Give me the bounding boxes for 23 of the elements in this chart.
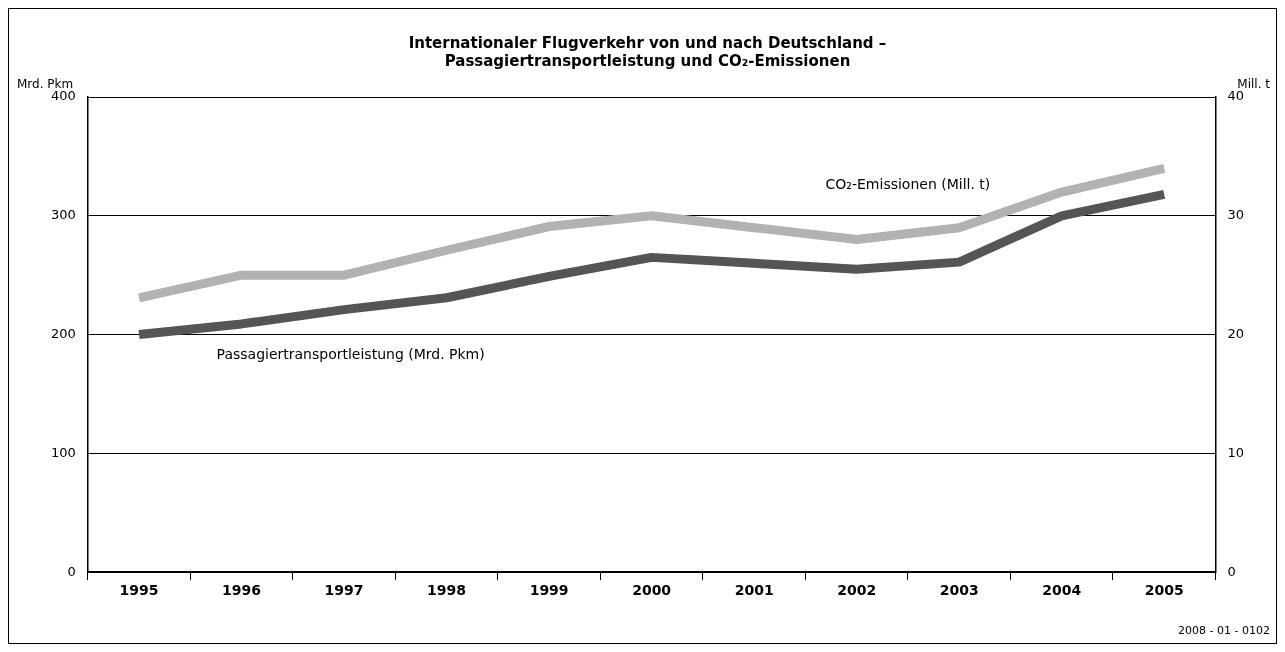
x-tick-label: 2004	[1042, 582, 1082, 599]
x-tick-label: 2001	[734, 582, 774, 599]
series-label: CO₂-Emissionen (Mill. t)	[825, 175, 991, 192]
x-tick-label: 2003	[939, 582, 979, 599]
y2-tick-label: 20	[1227, 325, 1244, 341]
y2-tick-label: 30	[1227, 207, 1244, 223]
x-tick-label: 2005	[1144, 582, 1184, 599]
x-tick-label: 2002	[837, 582, 877, 599]
x-tick-label: 2000	[632, 582, 672, 599]
y-tick-label: 100	[50, 444, 76, 460]
x-tick-label: 1998	[427, 582, 467, 599]
y2-tick-label: 10	[1227, 444, 1244, 460]
y-tick-label: 0	[67, 563, 76, 579]
x-tick-label: 1995	[119, 582, 159, 599]
y2-tick-label: 0	[1227, 563, 1236, 579]
x-tick-label: 1996	[222, 582, 262, 599]
x-tick-label: 1997	[324, 582, 364, 599]
x-tick-label: 1999	[529, 582, 569, 599]
series-label: Passagiertransportleistung (Mrd. Pkm)	[216, 346, 485, 363]
text: 2008 - 01 - 0102	[1178, 624, 1270, 638]
y-tick-label: 200	[50, 325, 76, 341]
y-tick-label: 300	[50, 207, 76, 223]
chart-title: Internationaler Flugverkehr von und nach Deutschland – Passagiertransportleistung und CO₂-Emissionen	[408, 33, 887, 70]
